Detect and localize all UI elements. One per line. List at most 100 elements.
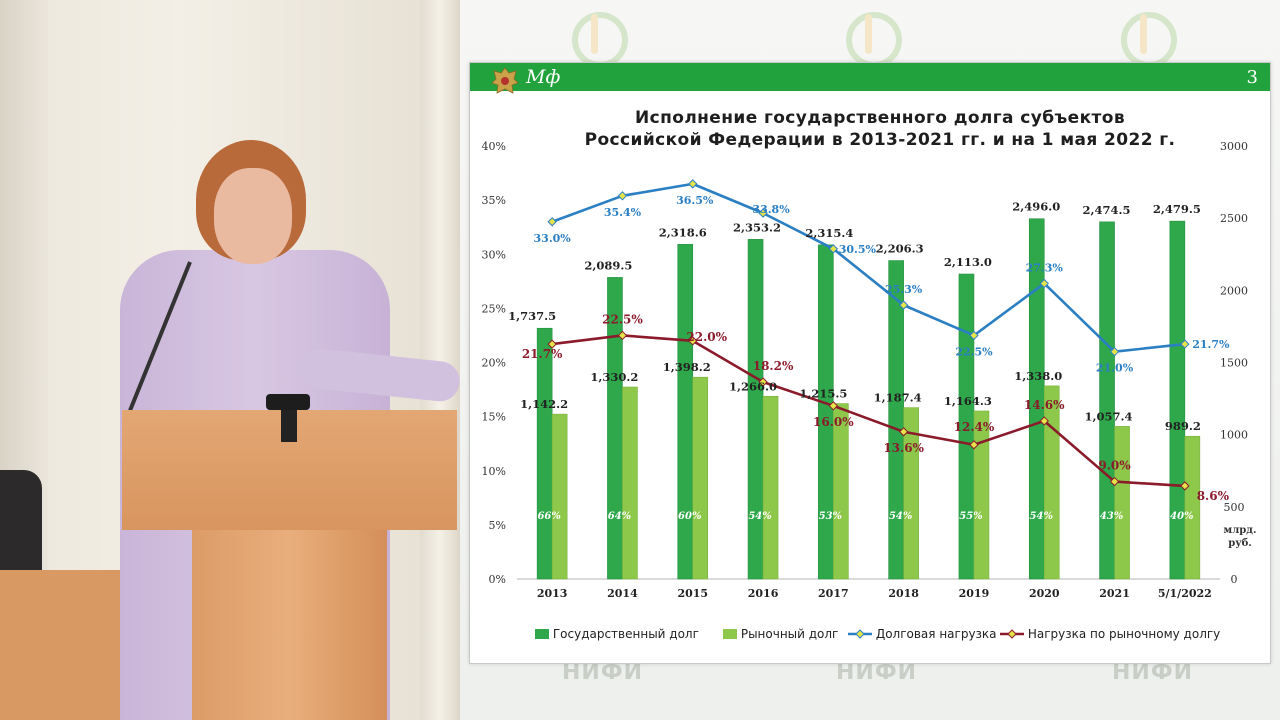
y-right-tick-label: 500 [1224, 501, 1245, 514]
watermark-text: НИФИ [1112, 660, 1194, 685]
x-tick-label: 2013 [537, 587, 568, 600]
line-debt-load-marker [828, 244, 839, 254]
line-debt-load-marker [547, 217, 557, 227]
bar-market-debt [833, 403, 849, 580]
x-tick-label: 2014 [607, 587, 638, 600]
line-debt-load-marker [1109, 346, 1120, 357]
y-left-tick-label: 10% [482, 465, 506, 478]
data-label-market-debt: 1,215.5 [799, 387, 847, 401]
legend-item-debt-load: Долговая нагрузка [848, 627, 997, 641]
share-label: 54% [889, 511, 913, 522]
data-label-market-debt: 1,338.0 [1014, 369, 1062, 383]
y-right-tick-label: 3000 [1220, 140, 1248, 153]
legend-label: Рыночный долг [740, 627, 839, 641]
bar-market-debt [973, 410, 990, 580]
y-right-tick-label: 1000 [1220, 429, 1248, 442]
line-debt-load-marker [898, 300, 909, 310]
share-label: 54% [1030, 511, 1054, 522]
y-left-tick-label: 40% [482, 140, 506, 153]
data-label-gov-debt: 2,479.5 [1153, 202, 1201, 216]
slide-number: 3 [1246, 67, 1258, 88]
data-label-market-load: 12.4% [954, 420, 995, 434]
legend-swatch-icon [535, 629, 549, 639]
ministry-label: Мф [526, 66, 561, 88]
y-right-tick-label: 0 [1231, 573, 1238, 586]
data-label-gov-debt: 2,206.3 [876, 242, 924, 256]
data-label-gov-debt: 2,353.2 [733, 220, 781, 234]
data-label-debt-load: 30.5% [839, 243, 877, 256]
bar-market-debt [692, 376, 709, 580]
data-label-market-debt: 1,330.2 [590, 370, 638, 384]
bar-market-debt [903, 407, 919, 580]
data-label-debt-load: 36.5% [676, 194, 714, 207]
data-label-debt-load: 33.8% [752, 203, 790, 216]
line-debt-load [551, 182, 1185, 353]
bar-gov-debt [818, 244, 834, 580]
side-table [0, 570, 120, 720]
legend-label: Нагрузка по рыночному долгу [1027, 627, 1221, 641]
chart: 0% 5% 10% 15% 20% 25% 30% 35% 40% 0 500 1000 1500 200… [482, 140, 1257, 600]
data-label-market-load: 22.0% [686, 330, 727, 344]
x-tick-label: 2020 [1029, 587, 1060, 600]
data-label-market-debt: 1,398.2 [663, 360, 711, 374]
data-label-market-debt: 1,142.2 [520, 397, 568, 411]
line-debt-load-marker [688, 179, 698, 189]
data-label-market-load: 16.0% [813, 415, 854, 429]
bar-gov-debt [747, 239, 764, 580]
legend-line-icon [1000, 629, 1024, 639]
y-right-tick-label: 2500 [1220, 212, 1248, 225]
data-label-debt-load: 27.3% [1026, 261, 1064, 274]
data-label-debt-load: 33.0% [534, 232, 572, 245]
line-market-load-marker [1180, 481, 1190, 491]
data-label-market-load: 18.2% [753, 359, 794, 373]
data-label-gov-debt: 2,474.5 [1083, 203, 1131, 217]
data-label-gov-debt: 2,496.0 [1012, 200, 1060, 214]
y-right-tick-label: 2000 [1220, 284, 1248, 297]
legend-line-icon [848, 629, 872, 639]
y-left-tick-label: 20% [482, 357, 506, 370]
x-tick-label: 2019 [959, 587, 990, 600]
data-label-debt-load: 25.3% [885, 283, 923, 296]
nifi-logo-icon [1121, 12, 1177, 68]
chart-legend: Государственный долг Рыночный долг Долго… [470, 623, 1270, 647]
data-label-gov-debt: 1,737.5 [508, 309, 556, 323]
legend-item-gov-debt: Государственный долг [535, 627, 699, 641]
bar-gov-debt [536, 327, 553, 580]
legend-label: Долговая нагрузка [875, 627, 997, 641]
data-label-debt-load: 21.7% [1192, 338, 1230, 351]
bar-gov-debt [888, 260, 904, 580]
podium [192, 530, 387, 720]
y-right-unit-label: руб. [1228, 538, 1252, 549]
line-debt-load-marker [1180, 339, 1190, 349]
legend-swatch-icon [723, 629, 737, 639]
share-label: 66% [537, 511, 561, 522]
data-label-market-load: 21.7% [522, 347, 563, 361]
x-tick-label: 2016 [748, 587, 779, 600]
data-label-gov-debt: 2,089.5 [584, 258, 632, 272]
share-label: 60% [678, 511, 702, 522]
data-label-market-debt: 989.2 [1165, 419, 1201, 433]
y-left-tick-label: 30% [482, 248, 506, 261]
chart-title: Исполнение государственного долга субъек… [530, 107, 1230, 151]
y-left-tick-label: 0% [489, 573, 506, 586]
line-market-load-marker [1039, 416, 1049, 426]
bar-market-debt [622, 386, 638, 580]
line-market-load-marker [547, 339, 557, 349]
chart-title-line: Российской Федерации в 2013-2021 гг. и н… [584, 130, 1176, 150]
line-market-load [551, 334, 1185, 488]
y-right-unit-label: млрд. [1224, 525, 1257, 536]
bar-gov-debt [1169, 220, 1186, 580]
data-label-market-load: 9.0% [1098, 459, 1131, 473]
line-debt-load-marker [1039, 278, 1049, 289]
line-market-load-marker [1109, 476, 1120, 487]
line-debt-load-marker [617, 191, 628, 201]
data-label-gov-debt: 2,315.4 [805, 226, 853, 240]
watermark-text: НИФИ [836, 660, 918, 685]
watermark-text: НИФИ [562, 660, 644, 685]
line-market-load-marker [828, 401, 839, 411]
y-left-tick-label: 35% [482, 194, 506, 207]
legend-item-market-debt: Рыночный долг [723, 627, 838, 641]
nifi-logo-icon [572, 12, 628, 68]
data-label-debt-load: 21.0% [1096, 362, 1134, 375]
data-label-market-debt: 1,266.0 [729, 379, 777, 393]
